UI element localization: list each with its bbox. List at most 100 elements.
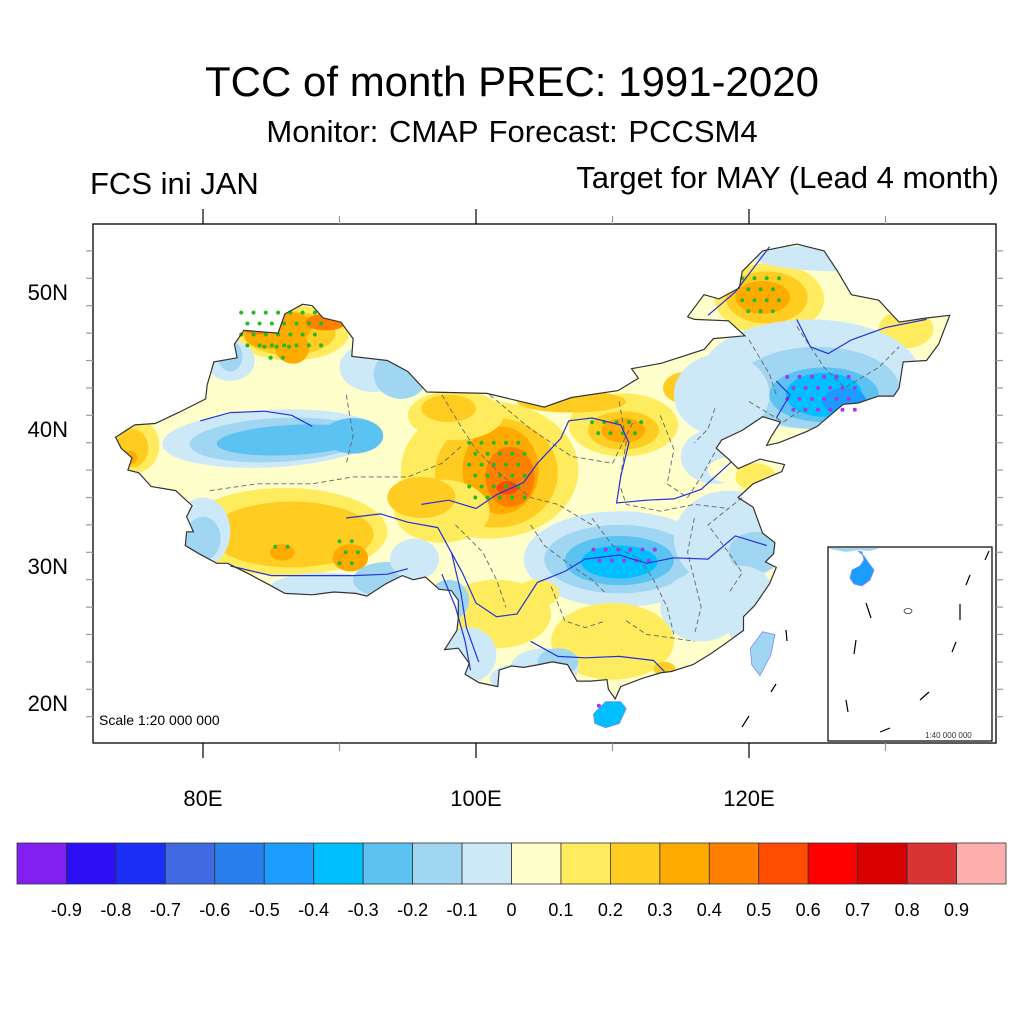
dash-segment (984, 550, 990, 561)
river (775, 380, 791, 419)
significance-dot (479, 440, 484, 445)
significance-dot (770, 309, 775, 314)
contour-region (708, 566, 777, 635)
inset-island (903, 608, 913, 614)
significance-dot (282, 343, 287, 348)
river (200, 410, 313, 427)
significance-dot (479, 484, 484, 489)
colorbar-label: 0.7 (845, 900, 870, 920)
significance-dot (274, 344, 279, 349)
significance-dot (263, 310, 268, 315)
river (796, 318, 927, 355)
significance-dot (257, 321, 262, 326)
contour-region (373, 349, 429, 399)
significance-dot (522, 451, 527, 456)
province-boundary (530, 524, 607, 594)
significance-dot (608, 431, 613, 436)
province-boundaries (209, 326, 900, 642)
contour-region (390, 538, 440, 580)
significance-dot (785, 374, 790, 379)
province-boundary (455, 524, 507, 608)
colorbar-box (857, 842, 908, 885)
river (450, 552, 480, 663)
colorbar-label: -0.5 (249, 900, 280, 920)
significance-dot (491, 462, 496, 467)
river (530, 640, 665, 672)
significance-dot (803, 407, 808, 412)
colorbar: -0.9 -0.8 -0.7 -0.6 -0.5 -0.4 -0.3 -0.2 -0.1 0 0.1… (16, 842, 1007, 920)
map-title: TCC of month PREC: 1991-2020 (205, 58, 819, 105)
contour-region (578, 623, 661, 679)
significance-dot (639, 420, 644, 425)
dash-segment (741, 715, 750, 728)
significance-dot (485, 451, 490, 456)
significance-dot (273, 544, 278, 549)
hainan-island (592, 701, 627, 729)
colorbar-label: 0.2 (598, 900, 623, 920)
nine-dash-line (845, 550, 990, 733)
lat-tick-label: 20N (28, 691, 68, 716)
colorbar-label: 0.4 (697, 900, 722, 920)
lat-tick-label: 50N (28, 280, 68, 305)
significance-dot (473, 451, 478, 456)
contour-region (673, 353, 770, 436)
significance-dot (485, 473, 490, 478)
significance-dot (846, 374, 851, 379)
significance-dot (516, 440, 521, 445)
significance-dot (287, 344, 291, 349)
significance-dot (245, 343, 250, 348)
colorbar-box (412, 842, 463, 885)
significance-dot (510, 451, 515, 456)
significance-dot (300, 310, 305, 315)
significance-dot (596, 431, 601, 436)
rivers (200, 246, 927, 672)
inset-scale-label: 1:40 000 000 (925, 731, 972, 740)
significance-dot (467, 440, 472, 445)
colorbar-box (362, 842, 413, 885)
significance-dot (269, 321, 274, 326)
significance-dot (822, 374, 827, 379)
dash-segment (853, 639, 857, 655)
significance-dot (522, 473, 527, 478)
significance-dot (828, 407, 833, 412)
significance-dot (268, 355, 273, 360)
dash-segment (965, 574, 971, 586)
significance-dot (504, 484, 508, 489)
colorbar-box (66, 842, 117, 885)
colorbar-box (511, 842, 562, 885)
colorbar-label: 0.1 (548, 900, 573, 920)
colorbar-label: 0.6 (796, 900, 821, 920)
contour-region (218, 341, 243, 372)
significance-dot (840, 385, 845, 390)
significance-dot (752, 276, 757, 281)
lon-tick-label: 120E (723, 786, 774, 811)
significance-dot (791, 385, 796, 390)
significance-dot (758, 309, 763, 314)
colorbar-label: -0.6 (199, 900, 230, 920)
significance-dot (467, 462, 472, 467)
province-boundary (618, 401, 729, 512)
significance-dot (312, 310, 317, 315)
colorbar-label: 0.3 (647, 900, 672, 920)
province-boundary (694, 408, 716, 444)
contour-region (515, 579, 560, 608)
significance-dot (294, 343, 299, 348)
contour-region (755, 244, 934, 272)
significance-dot (251, 332, 256, 337)
significance-dot (491, 484, 496, 489)
colorbar-box (214, 842, 265, 885)
significance-dot (770, 287, 775, 292)
significance-dot (777, 298, 781, 303)
colorbar-label: -0.2 (397, 900, 428, 920)
colorbar-box (164, 842, 216, 885)
colorbar-box (115, 842, 166, 885)
colorbar-label: 0 (506, 900, 516, 920)
lat-tick-label: 40N (28, 417, 68, 442)
significance-dot (306, 343, 311, 348)
significance-dot (597, 558, 602, 563)
contour-region (489, 664, 545, 693)
significance-dot (752, 298, 757, 303)
lon-tick-label: 100E (450, 786, 501, 811)
province-boundary (625, 620, 695, 642)
